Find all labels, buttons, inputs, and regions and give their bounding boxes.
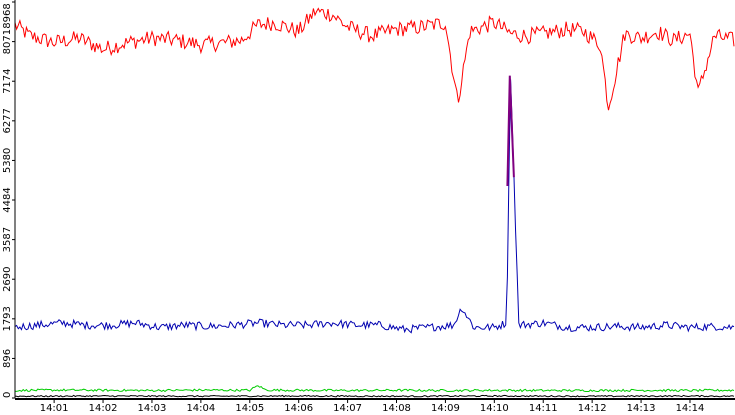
x-tick-label: 14:09 bbox=[431, 403, 460, 414]
series-line-black bbox=[14, 394, 735, 398]
x-tick-label: 14:10 bbox=[480, 403, 509, 414]
x-tick-label: 14:01 bbox=[40, 403, 69, 414]
x-tick-label: 14:11 bbox=[529, 403, 558, 414]
series-line-green bbox=[14, 385, 735, 393]
x-tick-label: 14:14 bbox=[676, 403, 705, 414]
y-tick-label: 3587 bbox=[2, 227, 13, 252]
series-line-blue bbox=[14, 79, 735, 334]
x-tick-label: 14:05 bbox=[235, 403, 264, 414]
y-tick-label: 8071 bbox=[2, 29, 13, 54]
y-tick-label: 5380 bbox=[2, 148, 13, 173]
y-tick-label: 4484 bbox=[2, 187, 13, 212]
y-tick-label: 1793 bbox=[2, 306, 13, 331]
x-tick-label: 14:12 bbox=[578, 403, 607, 414]
y-tick-label: 6277 bbox=[2, 108, 13, 133]
y-tick-label: 2690 bbox=[2, 266, 13, 291]
x-tick-label: 14:13 bbox=[627, 403, 656, 414]
x-tick-label: 14:02 bbox=[89, 403, 118, 414]
x-tick-label: 14:07 bbox=[333, 403, 362, 414]
x-tick-label: 14:06 bbox=[284, 403, 313, 414]
x-tick-label: 14:08 bbox=[382, 403, 411, 414]
x-tick-label: 14:04 bbox=[186, 403, 215, 414]
y-tick-label: 0 bbox=[2, 392, 13, 398]
series-line-purple bbox=[506, 75, 515, 187]
y-tick-label: 7174 bbox=[2, 68, 13, 93]
y-tick-label: 896 bbox=[2, 349, 13, 368]
series-line-red bbox=[14, 7, 735, 111]
x-axis: 14:01 14:02 14:03 14:04 14:05 14:06 14:07 14:08… bbox=[15, 398, 735, 414]
x-tick-label: 14:03 bbox=[138, 403, 167, 414]
plot-area bbox=[14, 7, 735, 398]
x-axis-line bbox=[15, 398, 735, 400]
y-tick-label: 8968 bbox=[2, 3, 13, 28]
